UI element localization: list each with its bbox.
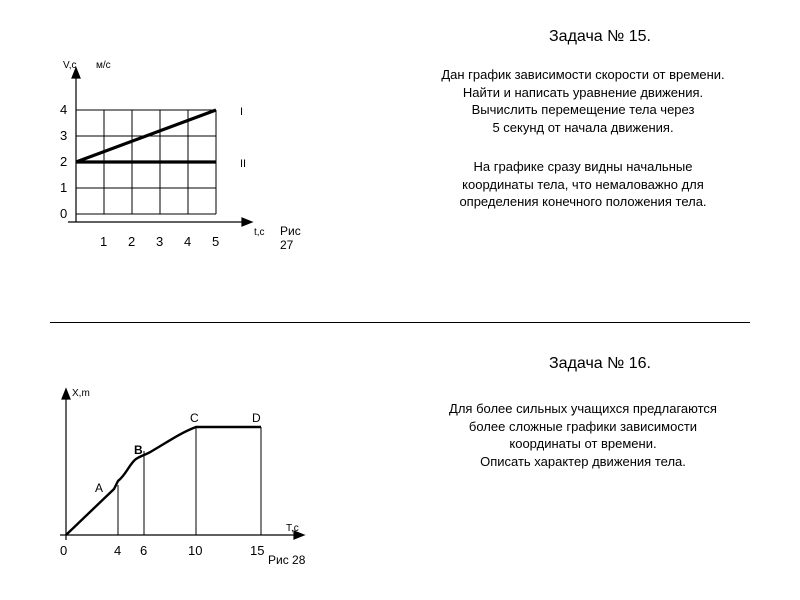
- problem-15-para1: Дан график зависимости скорости от време…: [398, 66, 768, 136]
- chart28-ptB: B: [134, 443, 143, 457]
- p15-line3: Вычислить перемещение тела через: [398, 101, 768, 119]
- chart27-yt1: 1: [60, 180, 67, 195]
- chart-27: V,с м/с 4 3 2 1 0 1 2 3 4 5 t,с Рис 27 I…: [40, 62, 270, 262]
- chart27-series-II-label: II: [240, 158, 246, 170]
- chart28-xt6: 6: [140, 543, 147, 558]
- problem-16-title: Задача № 16.: [470, 355, 730, 373]
- chart28-figlabel: Рис 28: [268, 553, 305, 567]
- chart28-xt0: 0: [60, 543, 67, 558]
- chart27-series-I-label: I: [240, 106, 243, 118]
- p16-line2: более сложные графики зависимости: [398, 418, 768, 436]
- chart28-svg: [40, 385, 320, 565]
- p15b-line2: координаты тела, что немаловажно для: [398, 176, 768, 194]
- chart27-xlabel: t,с: [254, 227, 265, 238]
- problem-16-title-block: Задача № 16.: [470, 355, 730, 373]
- chart27-xt4: 4: [184, 234, 191, 249]
- problem-16-para: Для более сильных учащихся предлагаются …: [398, 400, 768, 470]
- chart28-xt15: 15: [250, 543, 264, 558]
- p15-line1: Дан график зависимости скорости от време…: [398, 66, 768, 84]
- chart27-yt2: 2: [60, 154, 67, 169]
- p15b-line1: На графике сразу видны начальные: [398, 158, 768, 176]
- chart28-ptC: C: [190, 411, 199, 425]
- chart28-ptA: A: [95, 481, 103, 495]
- chart27-yunit: м/с: [96, 60, 111, 71]
- p16-line3: координаты от времени.: [398, 435, 768, 453]
- chart28-xt10: 10: [188, 543, 202, 558]
- chart27-figlabel: Рис 27: [280, 224, 301, 252]
- chart28-xlabel: T,c: [286, 523, 299, 534]
- chart27-xt5: 5: [212, 234, 219, 249]
- chart27-ylabel: V,с: [63, 60, 77, 71]
- chart27-xt3: 3: [156, 234, 163, 249]
- problem-15-para2: На графике сразу видны начальные координ…: [398, 158, 768, 211]
- problem-15-title: Задача № 15.: [470, 28, 730, 46]
- chart27-yt0: 0: [60, 206, 67, 221]
- chart27-yt4: 4: [60, 102, 67, 117]
- divider: [50, 322, 750, 323]
- chart27-xt1: 1: [100, 234, 107, 249]
- chart27-svg: [40, 62, 270, 262]
- chart28-xt4: 4: [114, 543, 121, 558]
- p15b-line3: определения конечного положения тела.: [398, 193, 768, 211]
- chart28-ptD: D: [252, 411, 261, 425]
- p15-line4: 5 секунд от начала движения.: [398, 119, 768, 137]
- p16-line1: Для более сильных учащихся предлагаются: [398, 400, 768, 418]
- chart28-ylabel: X,m: [72, 388, 90, 399]
- chart-28: X,m T,c Рис 28 0 4 6 10 15 A B C D: [40, 385, 320, 565]
- page: Задача № 15. Дан график зависимости скор…: [0, 0, 800, 600]
- p16-line4: Описать характер движения тела.: [398, 453, 768, 471]
- chart27-yt3: 3: [60, 128, 67, 143]
- p15-line2: Найти и написать уравнение движения.: [398, 84, 768, 102]
- chart27-xt2: 2: [128, 234, 135, 249]
- problem-15-title-block: Задача № 15.: [470, 28, 730, 46]
